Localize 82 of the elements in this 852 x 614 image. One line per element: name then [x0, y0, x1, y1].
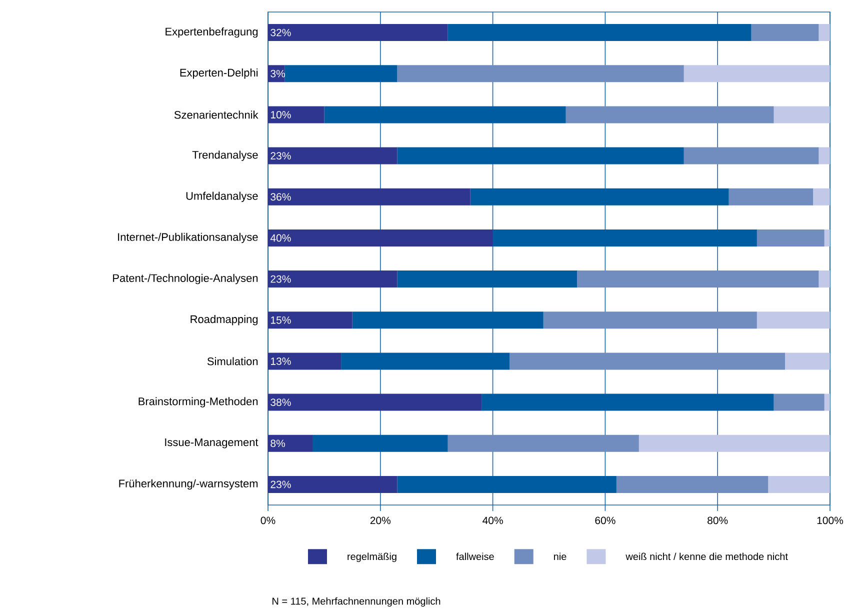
bar: [268, 352, 342, 370]
bar: [482, 394, 774, 411]
bar: [324, 106, 566, 124]
bar: [470, 188, 729, 206]
bar: [268, 24, 448, 42]
bar: [397, 476, 616, 493]
bar: [268, 229, 493, 246]
legend-label: nie: [554, 552, 566, 560]
bar: [616, 476, 768, 493]
bar: [268, 188, 470, 206]
data-label: 15%: [271, 316, 291, 324]
x-tick-label: 80%: [708, 516, 728, 524]
bar: [268, 106, 324, 124]
data-label: 23%: [270, 480, 291, 488]
bar: [341, 352, 510, 370]
bar: [728, 188, 814, 206]
bar: [268, 270, 398, 288]
data-label: 8%: [270, 440, 285, 448]
data-label: 10%: [271, 110, 291, 118]
legend-label: weiß nicht / kenne die methode nicht: [626, 552, 788, 560]
legend-label: fallweise: [456, 552, 494, 560]
y-tick-label: Trendanalyse: [192, 150, 258, 161]
bar: [684, 147, 819, 164]
y-tick-label: Umfeldanalyse: [186, 192, 258, 202]
bar: [268, 434, 313, 452]
y-tick-label: Simulation: [207, 357, 258, 366]
data-label: 3%: [270, 70, 285, 78]
data-label: 23%: [270, 275, 291, 283]
x-tick-label: 20%: [370, 516, 391, 524]
data-label: 36%: [270, 193, 291, 201]
y-tick-label: Internet-/Publikationsanalyse: [118, 232, 258, 244]
bar: [818, 147, 830, 164]
x-tick-label: 40%: [482, 516, 503, 524]
bar: [577, 270, 819, 288]
x-tick-label: 0%: [260, 516, 276, 524]
bar: [268, 394, 482, 411]
bar: [566, 106, 774, 124]
data-label: 40%: [270, 234, 291, 242]
bar: [813, 188, 830, 206]
bar: [448, 24, 752, 42]
bar: [268, 476, 398, 493]
y-tick-label: Szenarientechnik: [174, 110, 258, 119]
bar: [397, 65, 684, 82]
bar: [543, 312, 757, 329]
bar: [756, 312, 830, 329]
bar: [756, 229, 824, 246]
bar: [774, 106, 830, 124]
bar: [824, 394, 830, 411]
bar: [774, 394, 824, 411]
bar: [684, 65, 830, 82]
x-tick-label: 60%: [595, 516, 616, 524]
bar: [768, 476, 830, 493]
y-tick-label: Patent-/Technologie-Analysen: [113, 274, 258, 284]
y-tick-label: Experten-Delphi: [180, 68, 258, 79]
bar: [268, 312, 352, 329]
bar: [284, 65, 398, 82]
y-tick-label: Früherkennung/-warnsystem: [119, 479, 258, 490]
y-tick-label: Expertenbefragung: [166, 27, 258, 38]
data-label: 13%: [271, 357, 291, 365]
bar: [818, 270, 830, 288]
bar: [397, 270, 578, 288]
y-tick-label: Issue-Management: [165, 438, 258, 448]
text: N = 115, Mehrfachnennungen möglich: [272, 597, 440, 607]
bar: [448, 434, 639, 452]
bar: [824, 229, 830, 246]
bar: [818, 24, 830, 42]
bar: [751, 24, 819, 42]
y-tick-label: Brainstorming-Methoden: [138, 397, 258, 408]
data-label: 23%: [270, 152, 291, 160]
bar: [492, 229, 757, 246]
bar: [312, 434, 448, 452]
bar: [510, 352, 786, 370]
data-label: 38%: [270, 398, 291, 406]
legend-label: regelmäßig: [348, 552, 396, 562]
y-tick-label: Roadmapping: [190, 315, 258, 326]
bar: [397, 147, 684, 164]
x-tick-label: 100%: [817, 516, 844, 524]
bar: [268, 147, 398, 164]
bar: [352, 312, 544, 329]
bar: [638, 434, 830, 452]
data-label: 32%: [270, 28, 291, 36]
bar: [785, 352, 830, 370]
